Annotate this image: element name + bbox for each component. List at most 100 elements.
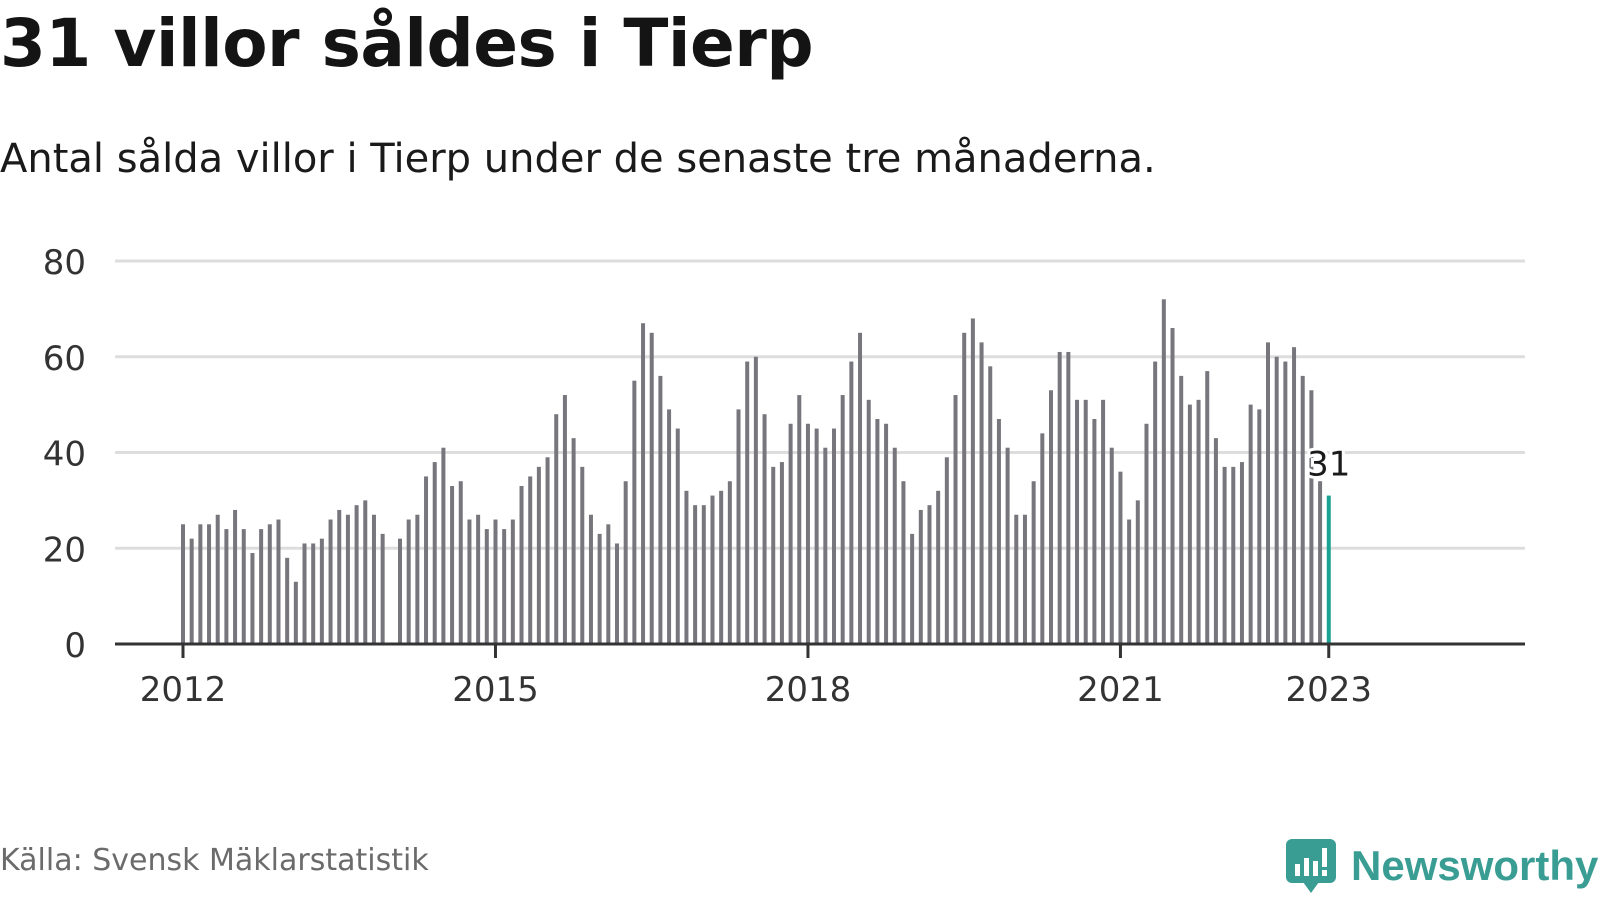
bar: [1179, 375, 1184, 644]
bar: [641, 323, 646, 644]
bar: [805, 423, 810, 644]
bar: [701, 505, 706, 644]
bar: [927, 505, 932, 644]
bar: [1005, 447, 1010, 644]
bar: [988, 366, 993, 644]
bar: [745, 361, 750, 644]
bar: [380, 533, 385, 644]
bar: [215, 514, 220, 644]
bar: [996, 418, 1001, 644]
bar: [1170, 328, 1175, 644]
bar: [1014, 514, 1019, 644]
bar: [233, 509, 238, 644]
bar: [910, 533, 915, 644]
y-tick-label: 0: [64, 626, 86, 666]
bar: [892, 447, 897, 644]
bar: [866, 399, 871, 644]
bar: [276, 519, 281, 644]
source-note: Källa: Svensk Mäklarstatistik: [0, 843, 429, 878]
bar: [1153, 361, 1158, 644]
bar: [398, 538, 402, 644]
y-tick-label: 80: [43, 243, 86, 283]
x-tick-label: 2015: [452, 670, 539, 710]
bar: [1066, 351, 1071, 644]
bar: [528, 476, 533, 644]
bar: [1239, 462, 1244, 644]
bar: [814, 428, 819, 644]
x-tick-label: 2023: [1285, 670, 1372, 710]
bar: [285, 557, 290, 644]
bar: [658, 375, 663, 644]
bar: [1266, 342, 1270, 644]
bar: [554, 414, 559, 644]
bar: [519, 486, 524, 644]
brand-logo: Newsworthy: [1285, 838, 1598, 894]
bar: [832, 428, 836, 644]
bar: [1274, 356, 1279, 644]
bar: [1222, 466, 1227, 644]
bar: [710, 495, 715, 644]
bar: [606, 524, 611, 644]
bar: [1083, 399, 1088, 644]
highlight-value-label: 31: [1307, 445, 1350, 485]
bar: [345, 514, 350, 644]
bar: [441, 447, 446, 644]
bar: [484, 529, 489, 644]
bar: [502, 529, 507, 644]
x-tick-label: 2021: [1077, 670, 1164, 710]
bar: [1292, 347, 1297, 644]
bar: [918, 509, 923, 644]
y-tick-label: 60: [43, 339, 86, 379]
bar: [302, 543, 307, 644]
bar: [1187, 404, 1192, 644]
bar: [632, 380, 637, 644]
bar: [311, 543, 316, 644]
bar: [675, 428, 680, 644]
x-tick-label: 2012: [140, 670, 227, 710]
bar: [259, 529, 264, 644]
bar: [510, 519, 515, 644]
bar: [1057, 351, 1062, 644]
bar: [1248, 404, 1253, 644]
bar: [736, 409, 741, 644]
bar: [684, 490, 689, 644]
bar: [1196, 399, 1201, 644]
y-tick-label: 20: [43, 530, 86, 570]
bar: [250, 553, 255, 644]
bar: [450, 486, 455, 644]
bar: [432, 462, 437, 644]
bar: [267, 524, 272, 644]
y-tick-label: 40: [43, 435, 86, 475]
bar: [181, 524, 185, 644]
bar: [884, 423, 889, 644]
bar: [493, 519, 498, 644]
bar: [936, 490, 941, 644]
bar: [788, 423, 793, 644]
bar: [719, 490, 724, 644]
bar: [693, 505, 698, 644]
bar: [1257, 409, 1262, 644]
bar: [1092, 418, 1097, 644]
bar: [1161, 299, 1166, 644]
bar: [371, 514, 376, 644]
bar: [1101, 399, 1106, 644]
chart-title: 31 villor såldes i Tierp: [0, 5, 814, 82]
bar: [1031, 481, 1036, 644]
bar-chart: 0 20 40 60 80 31 2012 2015 2018 2021 2023: [43, 243, 1525, 710]
bar: [762, 414, 767, 644]
bar: [319, 538, 324, 644]
bar: [424, 476, 429, 644]
bar: [224, 529, 229, 644]
bar: [467, 519, 472, 644]
bar: [1118, 471, 1123, 644]
bar: [406, 519, 411, 644]
newsworthy-logo-icon: [1286, 839, 1336, 893]
bar: [415, 514, 420, 644]
bar: [849, 361, 854, 644]
bar: [771, 466, 776, 644]
bar: [1205, 371, 1210, 644]
bar: [545, 457, 550, 644]
bar: [1213, 438, 1218, 644]
bar: [649, 332, 654, 644]
bar: [1049, 390, 1053, 644]
